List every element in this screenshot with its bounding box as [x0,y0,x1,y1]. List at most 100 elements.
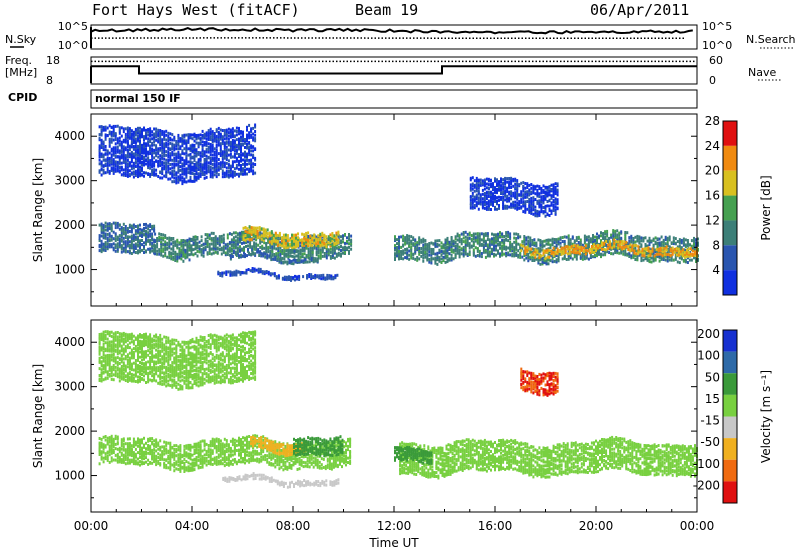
power-cell [617,240,620,244]
power-cell [322,273,325,277]
power-cell [630,236,633,240]
power-cell [526,193,529,196]
power-cell [490,178,492,182]
power-cell [579,240,582,244]
power-cell [155,172,158,176]
power-cell [502,196,505,199]
power-cell [642,236,645,240]
power-cell [124,243,127,246]
power-cell [344,241,346,245]
power-cell [331,248,334,252]
power-cell [151,241,154,245]
power-cell [126,173,129,177]
power-cell [522,189,525,193]
power-cell [165,170,168,174]
power-cell [309,243,312,247]
power-cell [169,141,172,145]
power-cell [515,251,518,255]
power-cell [410,235,413,239]
power-cell [223,175,226,179]
power-cell [145,222,147,226]
power-cell [632,242,635,246]
power-cell [446,246,449,249]
power-cell [528,207,531,211]
power-cell [102,145,105,149]
power-cell [522,193,525,197]
power-cell [193,165,196,169]
power-cell [244,165,246,169]
power-cell [254,252,257,256]
power-cell [398,238,400,242]
power-cell [501,238,504,242]
power-cell [291,243,293,247]
power-cell [528,247,531,251]
power-cell [272,257,275,261]
power-cell [164,254,167,258]
power-cell [670,258,673,262]
power-cell [157,159,160,163]
power-cell [450,242,453,246]
power-cell [659,249,662,253]
power-cell [605,248,608,252]
power-cell [337,232,340,236]
power-cell [327,235,330,239]
power-cell [627,248,630,251]
velocity-cell [110,442,113,446]
power-cell [480,255,483,259]
power-cell [657,252,660,256]
power-cell [306,260,309,264]
power-cell [484,241,487,245]
power-cell [175,140,178,143]
power-cell [126,158,129,162]
power-cell [286,245,289,249]
power-cell [516,186,519,190]
power-cell [110,166,113,170]
power-cell [485,177,488,181]
power-cell [460,232,463,236]
power-cell [211,175,214,179]
power-cell [227,163,230,167]
power-cell [454,244,457,248]
power-cell [296,258,299,262]
power-cell [141,128,143,132]
power-cell [124,174,127,177]
power-cell [632,254,635,258]
power-cell [193,132,196,136]
power-cell [500,196,502,199]
power-cell [141,130,143,134]
power-cell [632,247,635,251]
power-cell [524,200,527,204]
power-cell [118,126,121,130]
power-cell [182,259,185,263]
power-cell [137,129,139,133]
power-cell [151,164,154,168]
power-cell [124,236,127,239]
power-cell [570,246,573,250]
power-cell [479,195,482,199]
power-cell [222,247,225,251]
power-cell [546,255,549,259]
power-cell [184,252,187,256]
power-cell [428,245,431,249]
power-cell [167,170,170,174]
power-cell [235,273,238,277]
power-cell [509,235,512,239]
power-cell [247,244,249,248]
power-cell [260,227,263,231]
power-cell [143,150,145,154]
power-cell [513,252,516,256]
power-cell [118,151,121,155]
power-cell [468,253,471,257]
power-cell [478,237,481,241]
power-cell [270,230,273,234]
power-cell [246,172,248,176]
power-cell [546,185,549,189]
power-cell [598,250,600,253]
power-cell [193,158,196,162]
power-cell [280,258,283,262]
power-cell [527,252,530,256]
power-cell [317,242,320,245]
power-cell [126,235,129,239]
power-cell [524,210,527,214]
power-cell [232,249,235,253]
